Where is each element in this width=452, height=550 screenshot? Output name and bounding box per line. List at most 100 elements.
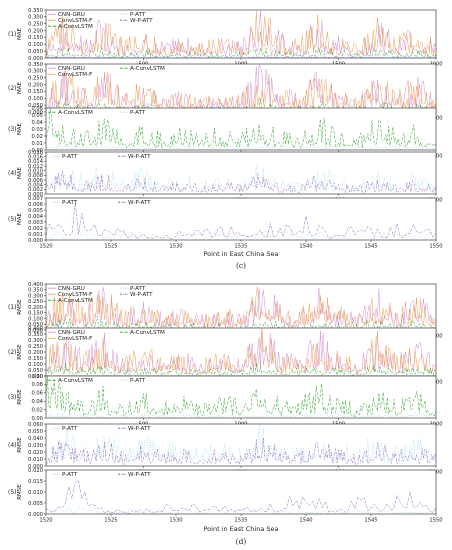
y-tick-label: 0.10 (31, 374, 43, 380)
y-axis-label: MAE (17, 27, 23, 40)
panel-c-1: 0.0000.0500.1000.1500.2000.2500.3000.350… (8, 8, 443, 68)
series-line-convlstm-f (45, 286, 437, 329)
y-tick-label: 0.002 (28, 226, 43, 232)
y-tick-label: 0.350 (28, 62, 43, 68)
panel-c-3: 0.000.010.020.030.040.050.06500100015002… (8, 106, 443, 160)
y-tick-label: 0.150 (28, 89, 43, 95)
plot-area (45, 197, 437, 241)
x-tick-label: 1525 (104, 518, 117, 524)
y-tick-label: 0.004 (28, 182, 44, 188)
y-tick-label: 0.06 (31, 391, 43, 397)
y-tick-label: 0.014 (28, 159, 44, 165)
legend-entry: A-ConvLSTM (130, 66, 165, 72)
legend-entry: ConvLSTM-F (58, 18, 92, 24)
series-line-a-convlstm (45, 107, 437, 149)
series-line-convlstm-f (45, 70, 437, 111)
y-axis-label: RMSE (17, 344, 23, 360)
legend-entry: W-P-ATT (128, 200, 151, 206)
panel-number: (2) (8, 85, 17, 92)
y-tick-label: 0.060 (28, 422, 43, 428)
x-tick-label: 1540 (299, 244, 312, 250)
y-tick-label: 0.05 (31, 113, 43, 119)
y-tick-label: 0.015 (28, 479, 43, 485)
plot-area (45, 107, 437, 151)
y-tick-label: 0.000 (28, 238, 43, 244)
panel-number: (1) (8, 304, 17, 311)
y-axis-label: MAE (17, 166, 23, 179)
y-tick-label: 0.000 (28, 374, 43, 380)
legend-entry: W-P-ATT (128, 472, 151, 478)
y-tick-label: 0.005 (28, 208, 43, 214)
y-tick-label: 0.000 (28, 464, 43, 470)
series-line-w-p-att (45, 202, 437, 240)
series-line-p-att (45, 424, 437, 464)
y-tick-label: 0.150 (28, 35, 43, 41)
panel-number: (4) (8, 442, 17, 449)
series-line-p-att (45, 228, 437, 240)
panel-c-5: 0.0000.0010.0020.0030.0040.0050.0060.007… (8, 196, 443, 250)
panel-d-4: 0.0000.0100.0200.0300.0400.0500.06050010… (8, 422, 443, 476)
y-tick-label: 0.007 (28, 196, 43, 202)
plot-area (45, 375, 437, 419)
y-tick-label: 0.400 (28, 326, 43, 332)
legend-entry: A-ConvLSTM (58, 110, 93, 116)
panel-d-1: 0.0000.0500.1000.1500.2000.2500.3000.350… (8, 282, 443, 340)
legend-entry: P-ATT (130, 378, 146, 384)
x-tick-label: 1530 (169, 244, 182, 250)
legend-entry: W-P-ATT (130, 18, 153, 24)
y-tick-label: 0.016 (28, 154, 43, 160)
y-tick-label: 0.100 (28, 362, 43, 368)
x-tick-label: 1530 (169, 518, 182, 524)
plot-area (45, 63, 437, 113)
legend-entry: CNN-GRU (58, 66, 85, 72)
panel-d-2: 0.0000.0500.1000.1500.2000.2500.3000.350… (8, 326, 443, 386)
panel-number: (3) (8, 126, 17, 133)
plot-area (45, 469, 437, 515)
y-tick-label: 0.06 (31, 106, 43, 112)
y-tick-label: 0.01 (31, 141, 43, 147)
y-tick-label: 0.006 (28, 178, 43, 184)
y-tick-label: 0.02 (31, 407, 43, 413)
legend-entry: A-ConvLSTM (58, 298, 93, 304)
y-tick-label: 0.100 (28, 42, 43, 48)
y-tick-label: 0.012 (28, 164, 43, 170)
y-axis-label: MAE (17, 122, 23, 135)
series-line-convlstm-f (45, 327, 437, 375)
y-tick-label: 0.300 (28, 69, 43, 75)
y-tick-label: 0.350 (28, 8, 43, 14)
y-axis-label: RMSE (17, 299, 23, 315)
y-tick-label: 0.200 (28, 82, 43, 88)
y-tick-label: 0.150 (28, 356, 43, 362)
y-tick-label: 0.400 (28, 282, 43, 288)
series-line-a-convlstm (45, 375, 437, 417)
y-tick-label: 0.150 (28, 311, 43, 317)
x-tick-label: 1550 (429, 244, 442, 250)
series-line-a-convlstm (45, 362, 437, 376)
y-tick-label: 0.300 (28, 338, 43, 344)
y-tick-label: 0.050 (28, 322, 43, 328)
y-tick-label: 0.00 (31, 148, 43, 154)
y-tick-label: 0.02 (31, 134, 43, 140)
y-tick-label: 0.020 (28, 468, 43, 474)
y-tick-label: 0.050 (28, 429, 43, 435)
y-tick-label: 0.008 (28, 173, 43, 179)
x-axis-label: Point in East China Sea (203, 250, 278, 258)
y-tick-label: 0.000 (28, 110, 43, 116)
y-tick-label: 0.004 (28, 214, 44, 220)
y-tick-label: 0.006 (28, 202, 43, 208)
series-line-w-p-att (45, 56, 437, 59)
legend-entry: P-ATT (130, 286, 146, 292)
figure-caption: (c) (236, 261, 246, 270)
legend-entry: CNN-GRU (58, 330, 85, 336)
y-tick-label: 0.350 (28, 288, 43, 294)
y-tick-label: 0.200 (28, 305, 43, 311)
y-tick-label: 0.050 (28, 103, 43, 109)
y-tick-label: 0.010 (28, 168, 43, 174)
panel-d-3: 0.000.020.040.060.080.10500100015002000R… (8, 374, 443, 428)
series-line-convlstm-f (45, 11, 437, 57)
y-tick-label: 0.00 (31, 416, 43, 422)
x-tick-label: 1545 (364, 244, 377, 250)
y-tick-label: 0.03 (31, 127, 43, 133)
y-tick-label: 0.000 (28, 512, 43, 518)
